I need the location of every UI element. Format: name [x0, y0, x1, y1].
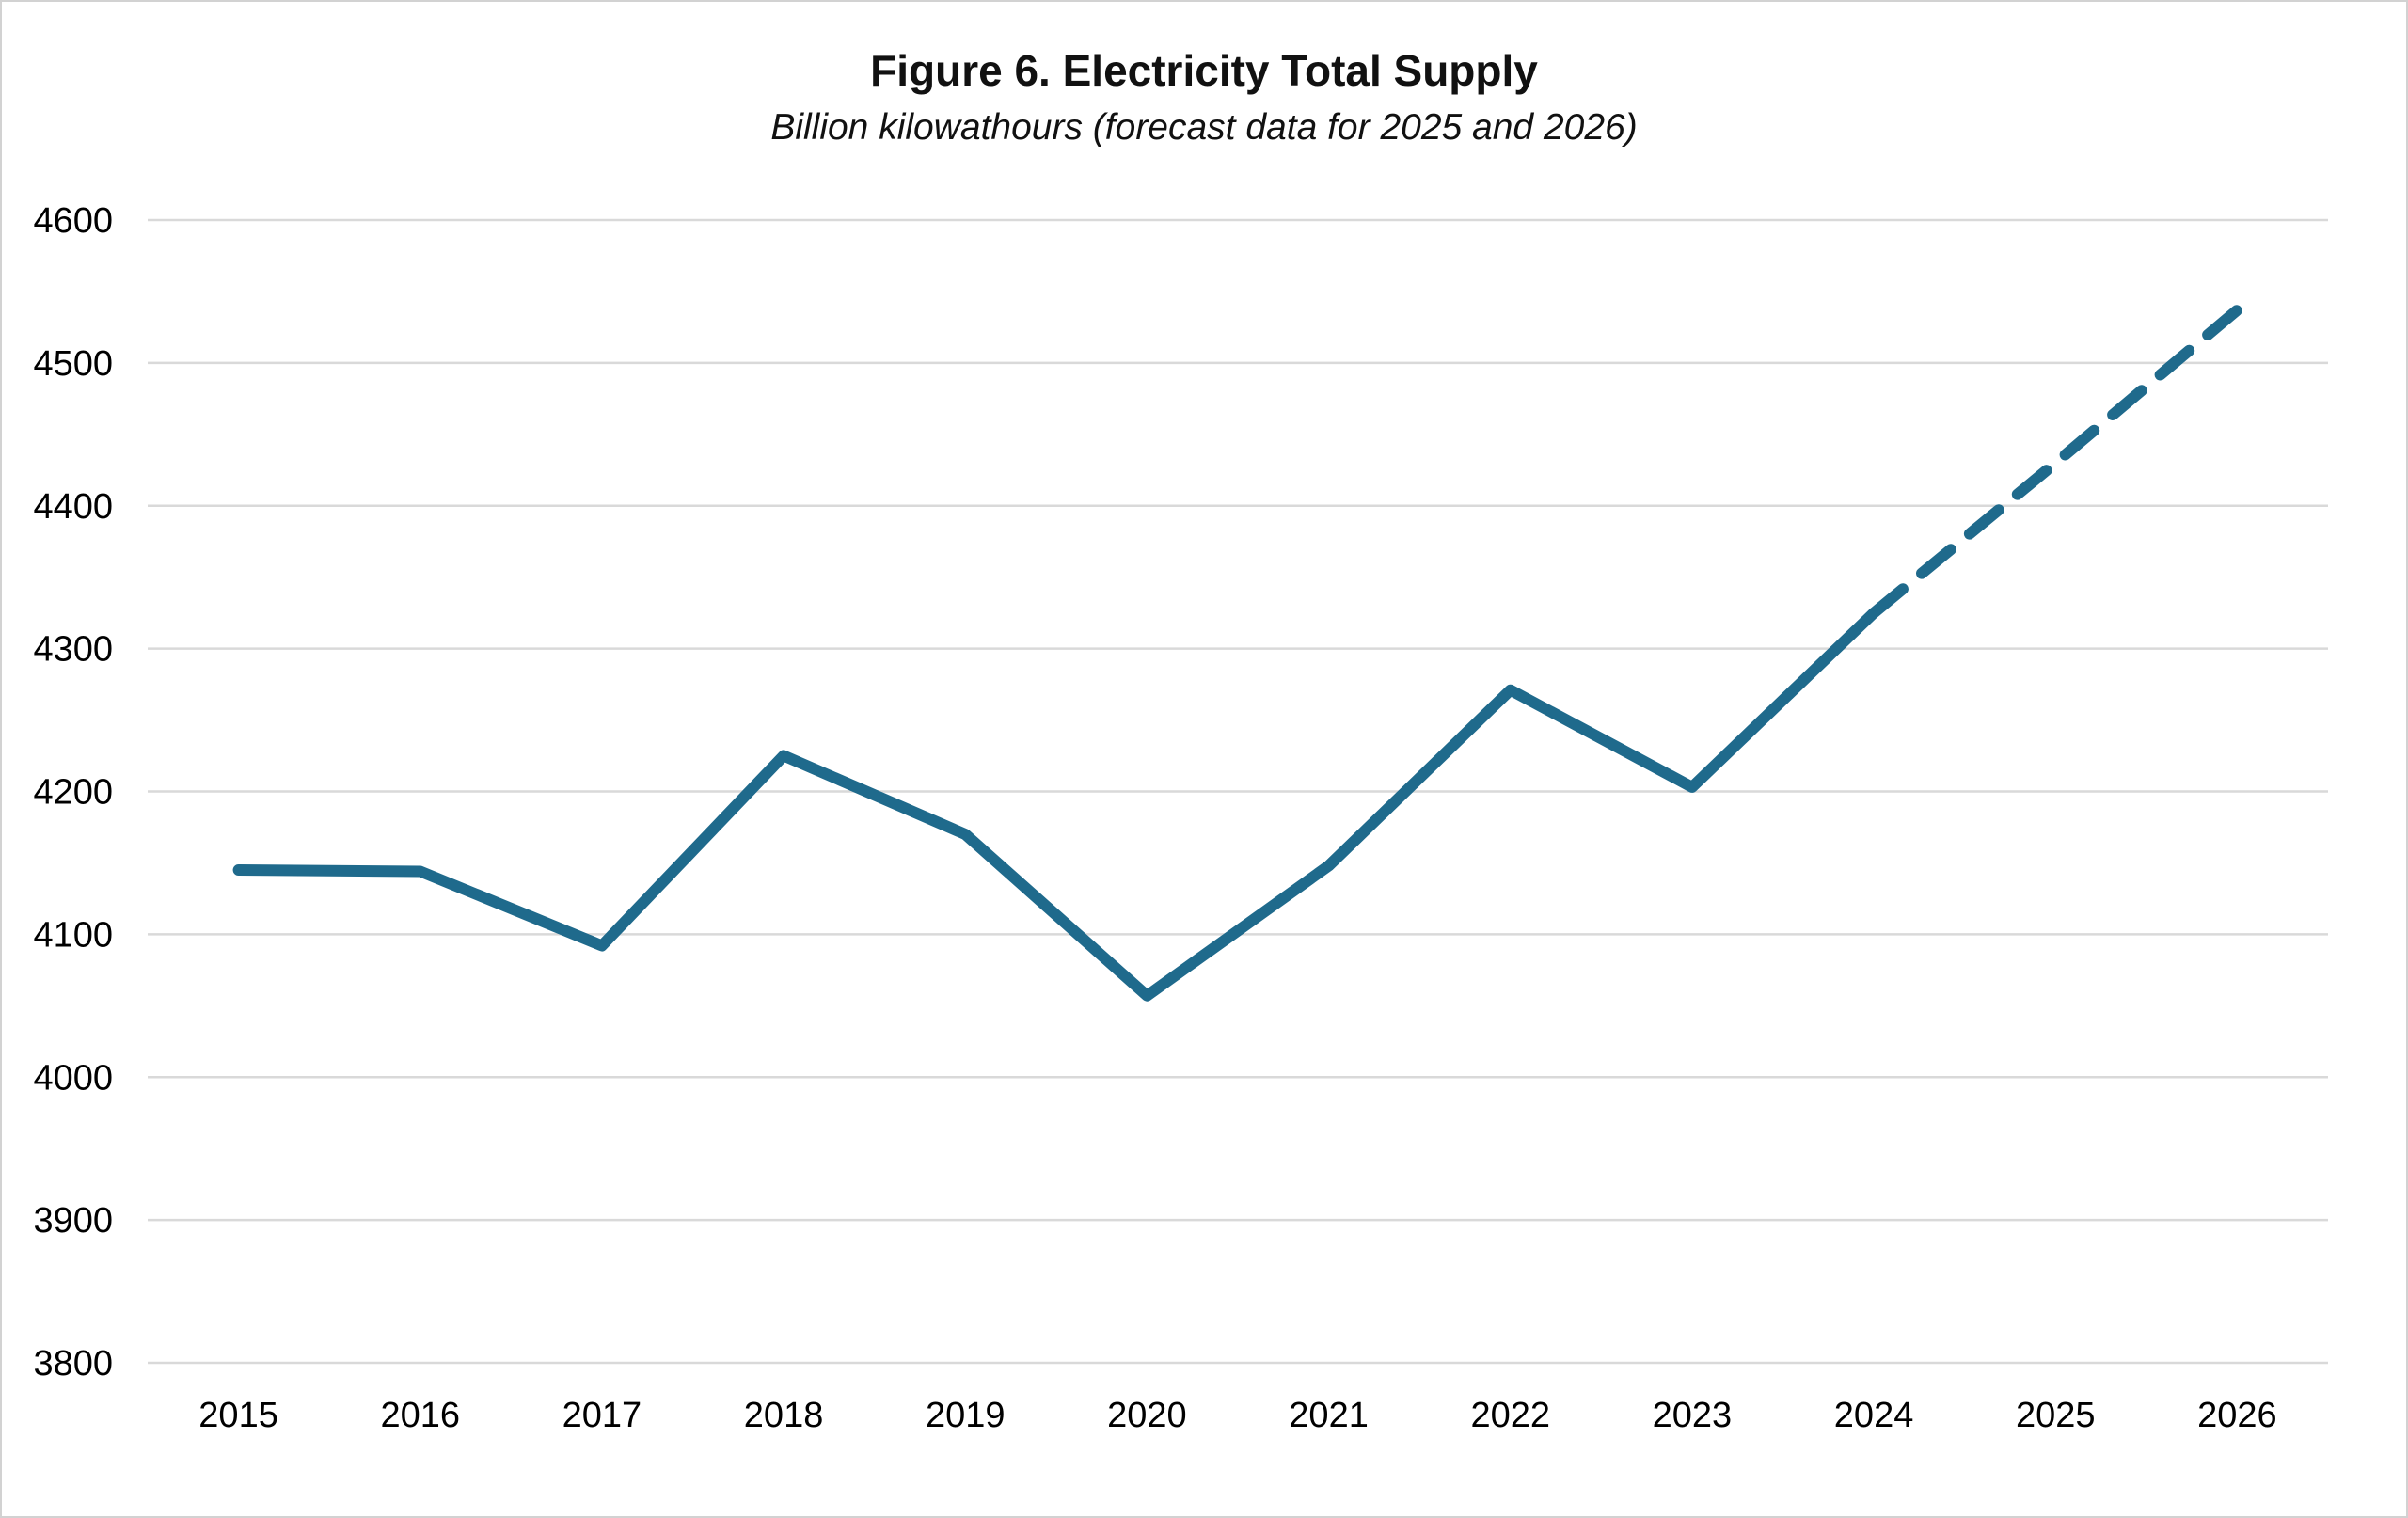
chart-subtitle: Billion kilowathours (forecast data for … — [770, 107, 1638, 148]
x-axis-tick-label: 2023 — [1653, 1396, 1733, 1435]
x-axis-tick-label: 2019 — [926, 1396, 1006, 1435]
history-line — [232, 607, 1880, 1002]
y-axis-tick-label: 4200 — [33, 773, 113, 813]
x-axis-tick-label: 2021 — [1289, 1396, 1369, 1435]
y-axis-tick-label: 3900 — [33, 1201, 113, 1241]
x-axis-tick-label: 2020 — [1107, 1396, 1187, 1435]
x-axis-tick-label: 2024 — [1834, 1396, 1914, 1435]
forecast-line — [1868, 304, 2243, 619]
x-axis-tick-label: 2015 — [198, 1396, 278, 1435]
y-axis-tick-label: 4300 — [33, 630, 113, 670]
y-axis-tick-label: 4500 — [33, 344, 113, 384]
y-axis-tick-label: 4600 — [33, 201, 113, 241]
x-axis-tick-label: 2018 — [744, 1396, 824, 1435]
x-axis-tick-label: 2017 — [562, 1396, 642, 1435]
y-axis-tick-label: 4000 — [33, 1058, 113, 1098]
y-axis-tick-label: 4400 — [33, 487, 113, 527]
x-axis-tick-label: 2022 — [1470, 1396, 1550, 1435]
x-axis-tick-label: 2026 — [2197, 1396, 2277, 1435]
x-axis-tick-label: 2016 — [380, 1396, 460, 1435]
y-axis-tick-label: 3800 — [33, 1344, 113, 1384]
chart-title: Figure 6. Electricity Total Supply — [870, 46, 1538, 95]
y-axis-tick-label: 4100 — [33, 915, 113, 955]
x-axis-tick-label: 2025 — [2016, 1396, 2096, 1435]
